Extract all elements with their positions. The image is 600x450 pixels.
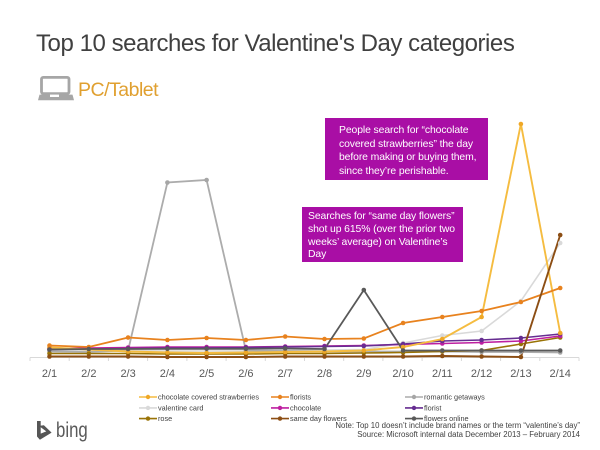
- svg-text:2/9: 2/9: [356, 368, 371, 380]
- svg-text:2/6: 2/6: [238, 368, 253, 380]
- svg-text:same day flowers: same day flowers: [290, 414, 347, 423]
- svg-text:2/11: 2/11: [432, 368, 453, 380]
- svg-text:rose: rose: [158, 414, 172, 423]
- svg-text:2/2: 2/2: [81, 368, 96, 380]
- svg-text:chocolate covered strawberries: chocolate covered strawberries: [158, 393, 259, 402]
- svg-text:2/5: 2/5: [199, 368, 214, 380]
- svg-text:2/14: 2/14: [549, 368, 570, 380]
- svg-text:2/13: 2/13: [510, 368, 531, 380]
- svg-text:2/8: 2/8: [317, 368, 332, 380]
- svg-text:chocolate: chocolate: [290, 404, 321, 413]
- svg-text:florist: florist: [424, 404, 441, 413]
- svg-text:2/3: 2/3: [120, 368, 135, 380]
- svg-text:2/7: 2/7: [278, 368, 293, 380]
- svg-text:florists: florists: [290, 393, 311, 402]
- svg-text:2/1: 2/1: [42, 368, 57, 380]
- svg-text:2/12: 2/12: [471, 368, 492, 380]
- svg-text:romantic getaways: romantic getaways: [424, 393, 485, 402]
- svg-text:flowers online: flowers online: [424, 414, 469, 423]
- svg-text:valentine card: valentine card: [158, 404, 203, 413]
- svg-text:2/10: 2/10: [392, 368, 413, 380]
- svg-text:2/4: 2/4: [160, 368, 175, 380]
